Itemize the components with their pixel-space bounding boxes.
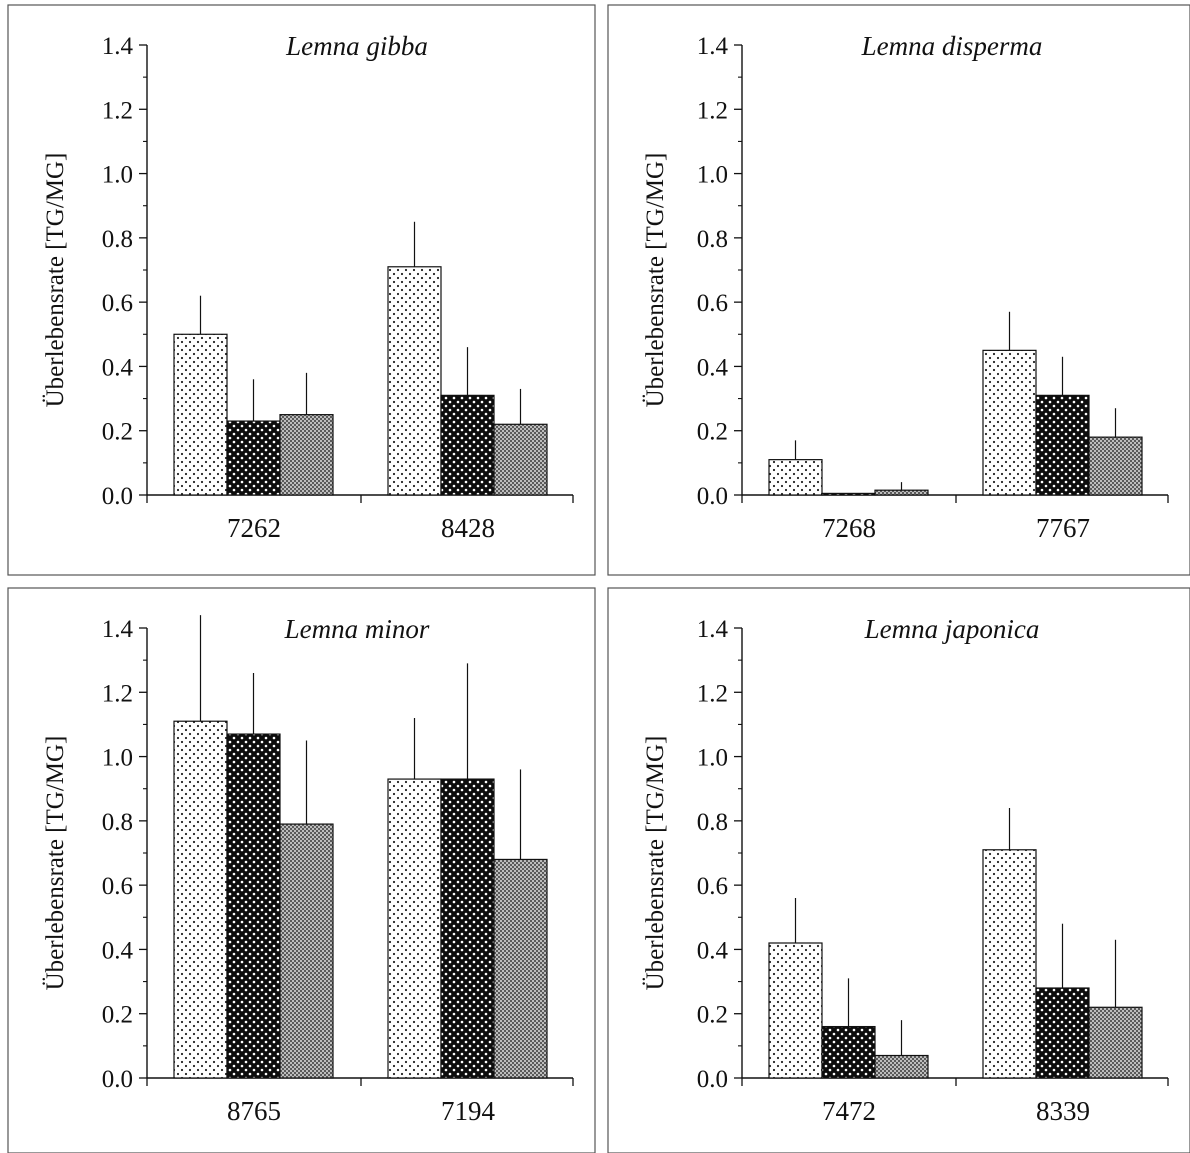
category-label: 7767 — [1036, 513, 1090, 543]
y-tick-label: 0.6 — [102, 873, 133, 900]
bar-gray-hatched-7194 — [493, 858, 548, 1079]
y-axis-label: Überlebensrate [TG/MG] — [642, 736, 669, 991]
y-tick-label: 0.8 — [102, 226, 133, 253]
y-tick-label: 0.2 — [102, 419, 133, 446]
bar-light-dotted-7767 — [982, 349, 1037, 496]
bar-gray-hatched-8765 — [279, 823, 334, 1079]
bar-gray-hatched-7767 — [1088, 436, 1143, 496]
y-tick-label: 0.4 — [102, 937, 134, 964]
panel-3: 0.0 0.2 0.4 0.6 0.8 1.0 1.2 1.4 8765 7194 Überlebe… — [7, 587, 596, 1153]
panel-title: Lemna disperma — [861, 31, 1043, 61]
bar-gray-hatched-8339 — [1088, 1006, 1143, 1079]
category-label: 8765 — [227, 1096, 281, 1126]
panel-2: 0.0 0.2 0.4 0.6 0.8 1.0 1.2 1.4 7268 7767 Überlebe… — [607, 4, 1190, 576]
y-tick-label: 1.4 — [697, 33, 729, 60]
y-tick-label: 1.2 — [697, 97, 728, 124]
category-label: 7472 — [822, 1096, 876, 1126]
y-axis-label: Überlebensrate [TG/MG] — [42, 736, 69, 991]
y-tick-label: 1.4 — [102, 616, 134, 643]
category-label: 8339 — [1036, 1096, 1090, 1126]
y-tick-label: 0.2 — [697, 1002, 728, 1029]
bar-light-dotted-7194 — [387, 778, 442, 1079]
bar-dark-dotted-7767 — [1035, 394, 1090, 496]
panel-4: 0.0 0.2 0.4 0.6 0.8 1.0 1.2 1.4 7472 8339 Überlebe… — [607, 587, 1190, 1153]
y-tick-label: 1.4 — [102, 33, 134, 60]
panel-frame — [607, 4, 1190, 576]
y-tick-label: 0.8 — [697, 226, 728, 253]
y-axis-label: Überlebensrate [TG/MG] — [42, 153, 69, 408]
bar-dark-dotted-7262 — [226, 420, 281, 496]
y-axis-label: Überlebensrate [TG/MG] — [642, 153, 669, 408]
y-tick-label: 0.0 — [102, 1066, 133, 1093]
bar-gray-hatched-7262 — [279, 414, 334, 496]
bar-gray-hatched-7268 — [874, 489, 929, 496]
y-tick-label: 1.0 — [697, 162, 728, 189]
bar-light-dotted-8339 — [982, 849, 1037, 1079]
y-tick-label: 1.0 — [102, 745, 133, 772]
y-tick-label: 1.0 — [697, 745, 728, 772]
panel-title: Lemna minor — [284, 614, 430, 644]
y-tick-label: 0.2 — [697, 419, 728, 446]
y-tick-label: 1.2 — [697, 680, 728, 707]
y-tick-label: 0.0 — [697, 1066, 728, 1093]
bar-dark-dotted-7472 — [821, 1025, 876, 1079]
y-tick-label: 1.0 — [102, 162, 133, 189]
panel-1: 0.0 0.2 0.4 0.6 0.8 1.0 1.2 1.4 7262 8428 Überlebe… — [7, 4, 596, 576]
panel-frame — [7, 4, 596, 576]
y-tick-label: 1.2 — [102, 680, 133, 707]
bar-dark-dotted-8428 — [440, 394, 495, 496]
category-label: 7262 — [227, 513, 281, 543]
y-tick-label: 0.8 — [697, 809, 728, 836]
y-tick-label: 0.6 — [697, 873, 728, 900]
y-tick-label: 0.0 — [697, 483, 728, 510]
bar-dark-dotted-7268 — [821, 492, 876, 496]
category-label: 7268 — [822, 513, 876, 543]
category-label: 8428 — [441, 513, 495, 543]
bar-light-dotted-7472 — [768, 942, 823, 1079]
bar-dark-dotted-8339 — [1035, 987, 1090, 1079]
bar-light-dotted-7268 — [768, 459, 823, 496]
panel-title: Lemna japonica — [864, 614, 1040, 644]
y-tick-label: 1.2 — [102, 97, 133, 124]
bar-gray-hatched-7472 — [874, 1054, 929, 1079]
panel-frame — [7, 587, 596, 1153]
bar-light-dotted-8765 — [173, 720, 228, 1079]
y-tick-label: 0.0 — [102, 483, 133, 510]
category-label: 7194 — [441, 1096, 496, 1126]
y-tick-label: 0.8 — [102, 809, 133, 836]
bar-light-dotted-7262 — [173, 333, 228, 496]
bar-dark-dotted-7194 — [440, 778, 495, 1079]
bar-dark-dotted-8765 — [226, 733, 281, 1079]
y-tick-label: 0.2 — [102, 1002, 133, 1029]
y-tick-label: 0.4 — [102, 354, 134, 381]
y-tick-label: 0.4 — [697, 937, 729, 964]
y-tick-label: 0.6 — [102, 290, 133, 317]
y-tick-label: 0.6 — [697, 290, 728, 317]
y-tick-label: 0.4 — [697, 354, 729, 381]
panel-frame — [607, 587, 1190, 1153]
panel-title: Lemna gibba — [285, 31, 428, 61]
bar-gray-hatched-8428 — [493, 423, 548, 496]
bar-light-dotted-8428 — [387, 266, 442, 496]
y-tick-label: 1.4 — [697, 616, 729, 643]
